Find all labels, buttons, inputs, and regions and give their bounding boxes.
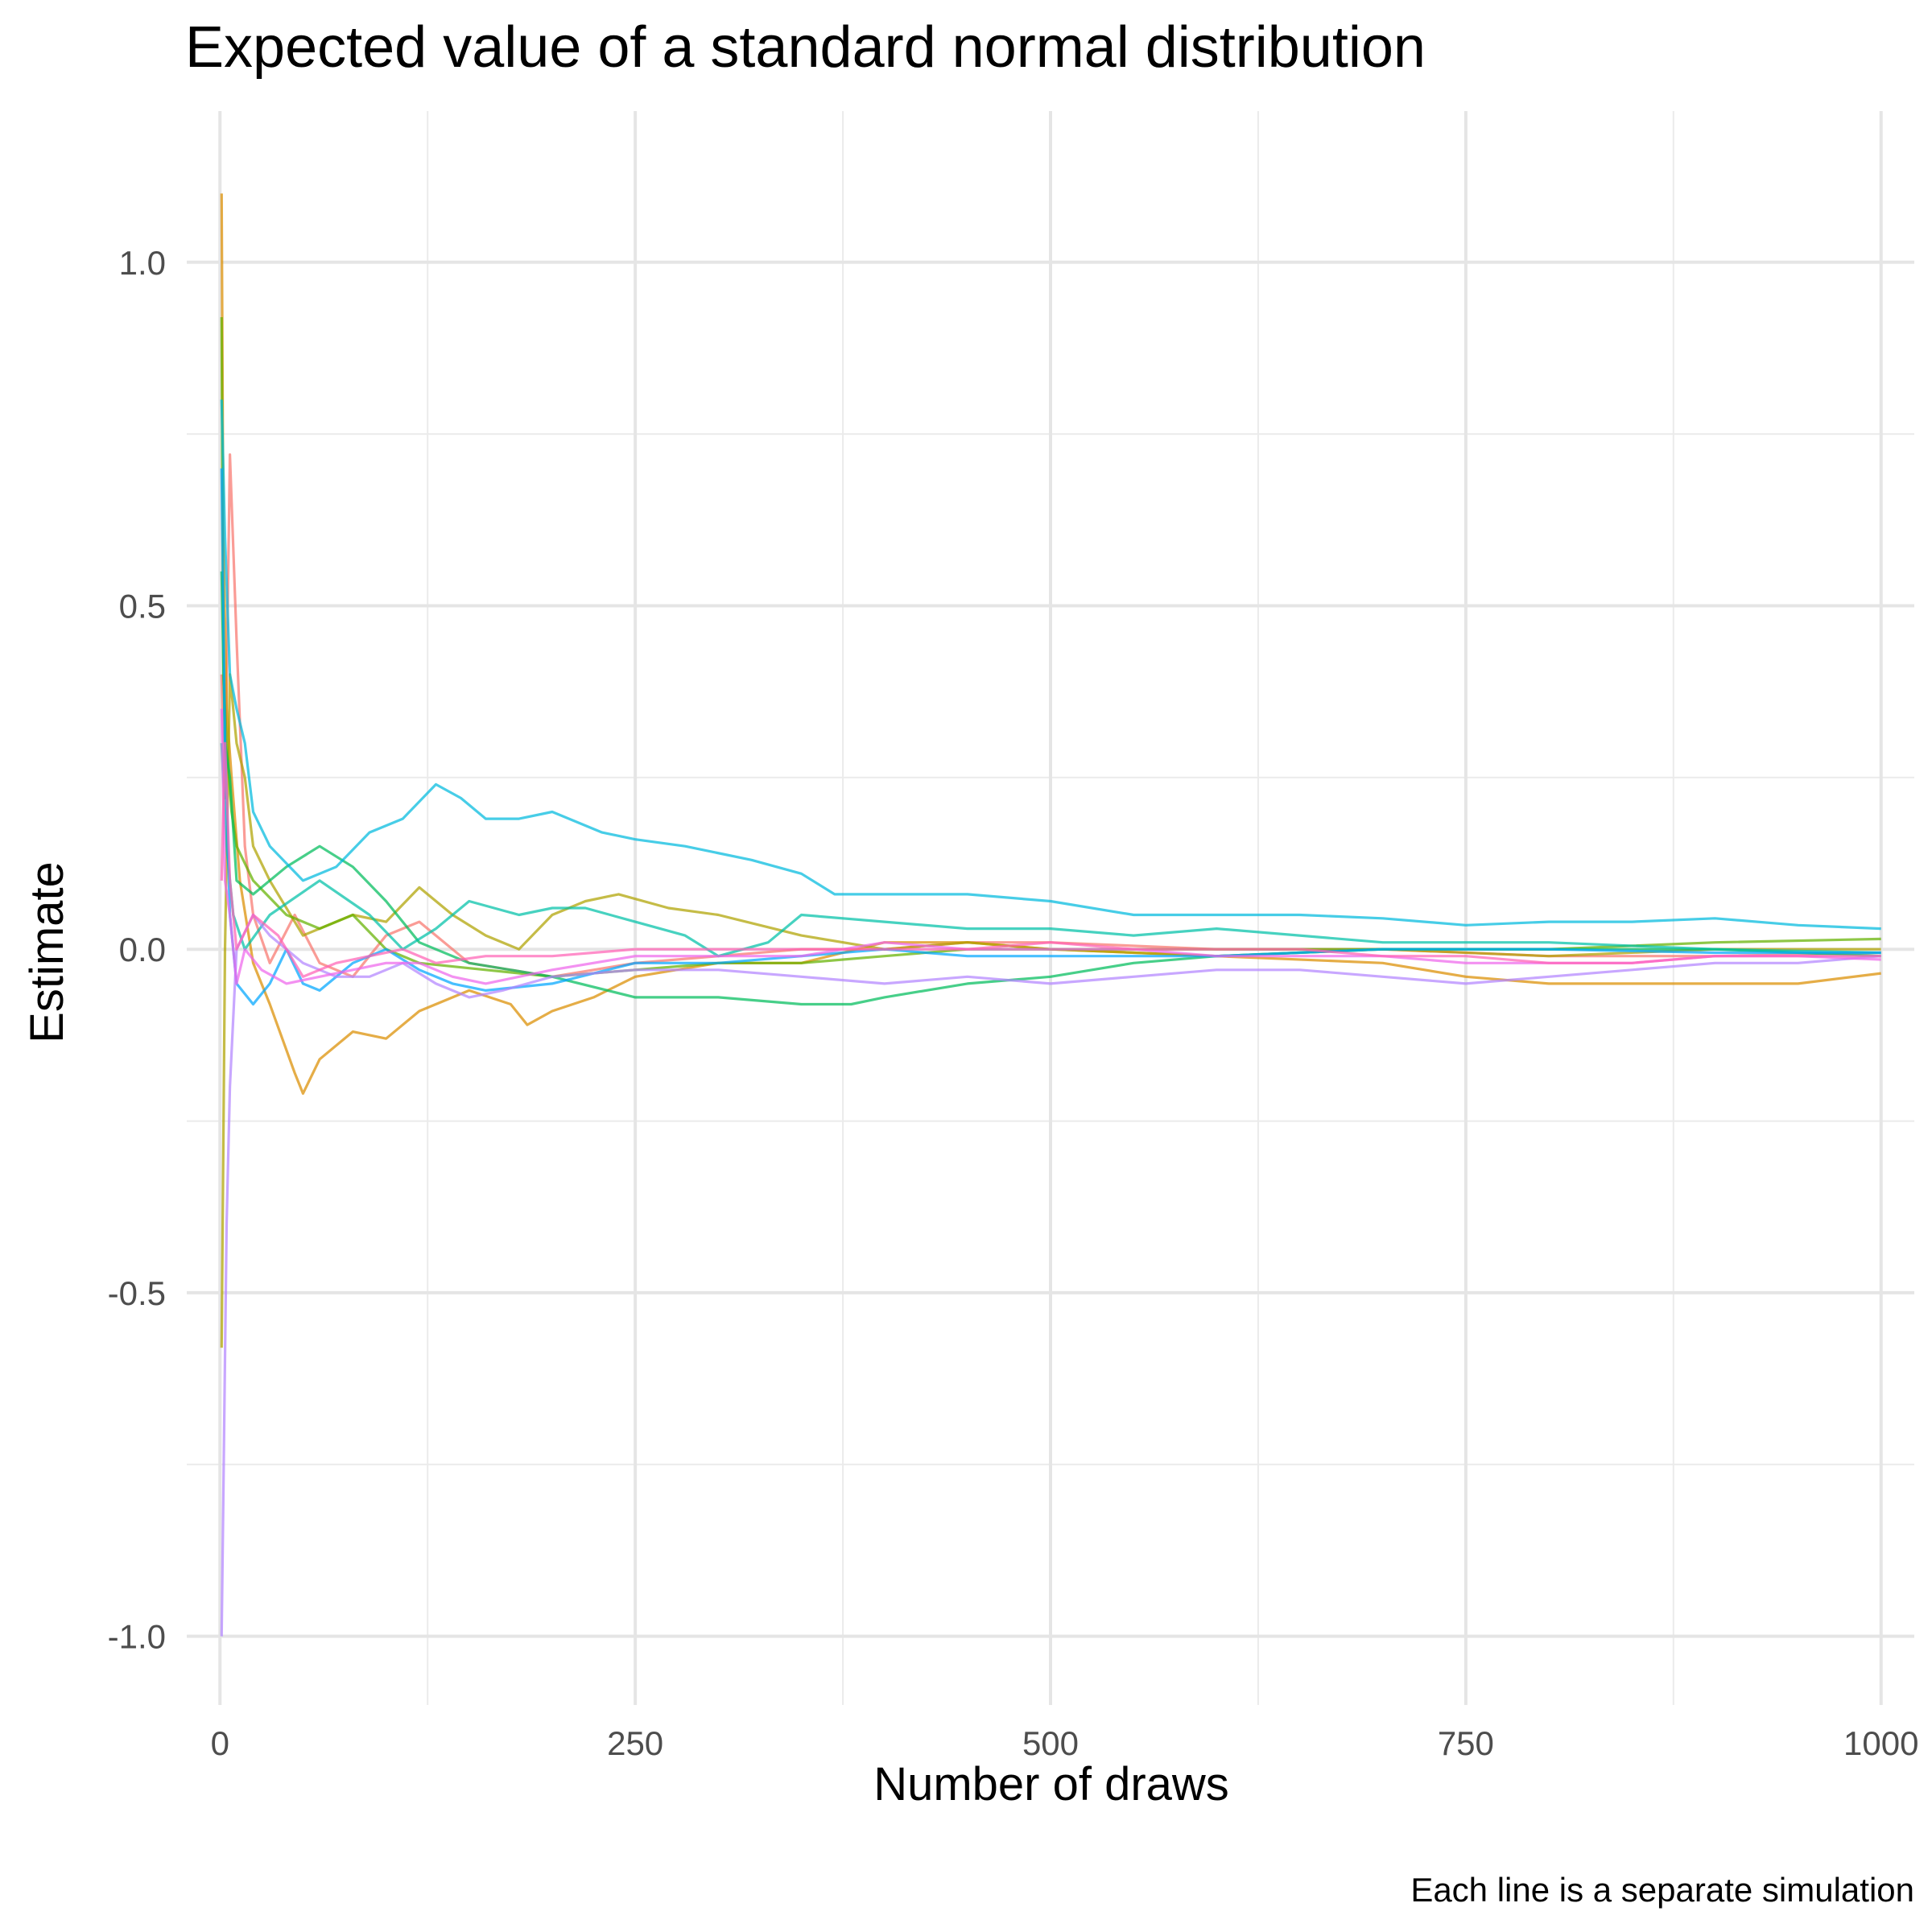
series-lines bbox=[220, 193, 1881, 1637]
x-tick-label: 250 bbox=[607, 1724, 663, 1762]
y-axis-title: Estimate bbox=[21, 861, 73, 1043]
x-tick-label: 1000 bbox=[1843, 1724, 1918, 1762]
series-line-7 bbox=[220, 399, 1881, 931]
x-tick-label: 500 bbox=[1022, 1724, 1079, 1762]
x-axis-title: Number of draws bbox=[873, 1758, 1229, 1810]
series-line-10 bbox=[220, 708, 1881, 985]
series-line-8 bbox=[220, 468, 1881, 1006]
x-tick-label: 0 bbox=[211, 1724, 229, 1762]
major-gridlines bbox=[187, 111, 1914, 1705]
y-tick-label: 0.0 bbox=[119, 931, 166, 968]
y-tick-label: 0.5 bbox=[119, 587, 166, 625]
series-line-3 bbox=[220, 673, 1881, 1348]
series-line-11 bbox=[220, 741, 1881, 978]
x-tick-label: 750 bbox=[1438, 1724, 1494, 1762]
y-tick-label: 1.0 bbox=[119, 244, 166, 282]
series-line-2 bbox=[220, 193, 1881, 1095]
y-tick-label: -1.0 bbox=[108, 1618, 166, 1656]
chart-caption: Each line is a separate simulation bbox=[1410, 1871, 1914, 1909]
y-axis-tick-labels: -1.0 -0.5 0.0 0.5 1.0 bbox=[108, 244, 166, 1656]
y-tick-label: -0.5 bbox=[108, 1274, 166, 1312]
x-axis-tick-labels: 0 250 500 750 1000 bbox=[211, 1724, 1919, 1762]
series-line-6 bbox=[220, 743, 1881, 958]
chart-title: Expected value of a standard normal dist… bbox=[185, 15, 1426, 80]
